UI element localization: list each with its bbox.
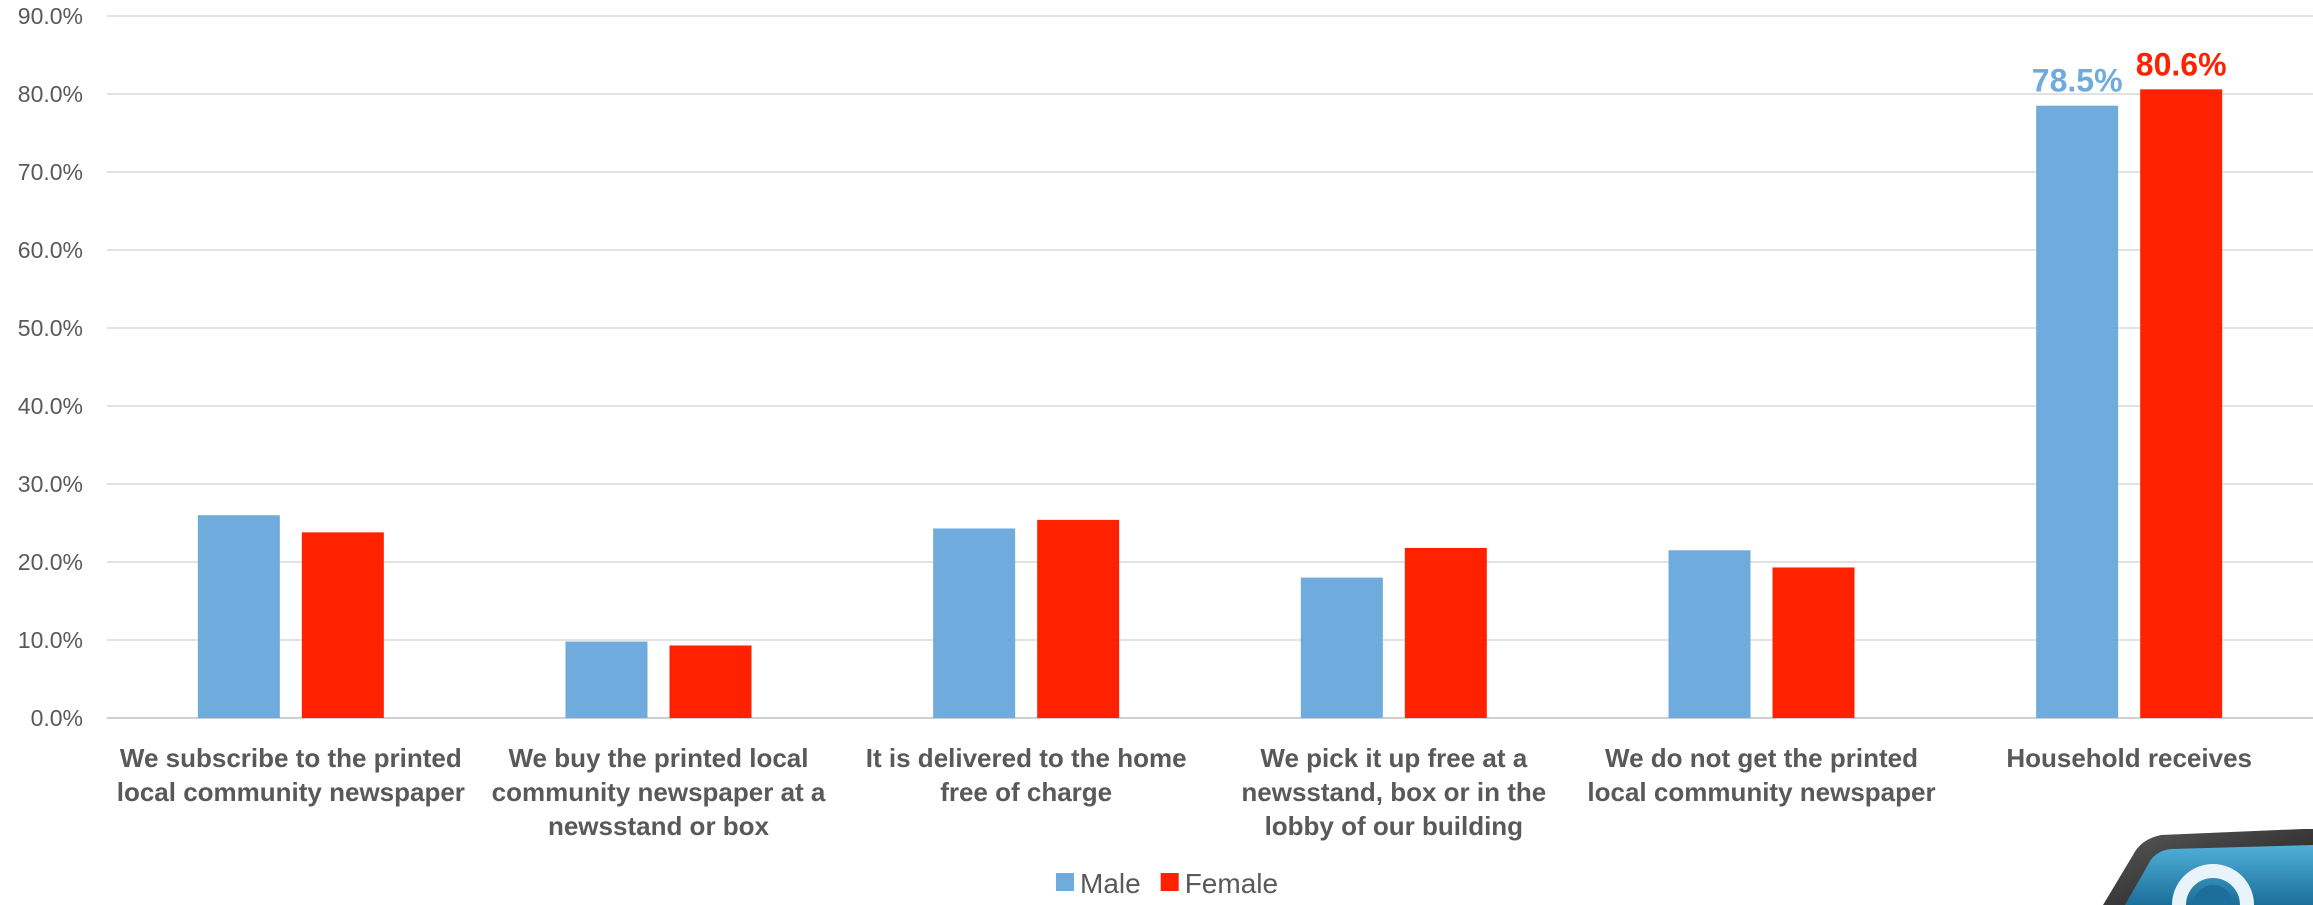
bar-male — [197, 515, 280, 718]
bar-female — [669, 645, 752, 718]
x-tick-label: Household receives — [2006, 743, 2252, 773]
bar-male — [933, 528, 1016, 718]
data-label: 78.5% — [2032, 63, 2123, 99]
legend: Male Female — [1056, 868, 1278, 899]
bar-male — [1668, 550, 1751, 718]
y-tick-label: 40.0% — [18, 393, 83, 419]
x-tick-label: We pick it up free at a newsstand, box or… — [1241, 743, 1546, 841]
x-tick-label: We buy the printed local community newspa… — [492, 743, 826, 841]
bar-male — [2036, 105, 2119, 718]
y-tick-label: 90.0% — [18, 3, 83, 29]
y-tick-label: 70.0% — [18, 159, 83, 185]
y-tick-label: 60.0% — [18, 237, 83, 263]
bar-female — [1037, 519, 1120, 718]
data-label: 80.6% — [2136, 46, 2227, 82]
gridlines — [107, 15, 2313, 719]
magnifier-logo-icon — [2063, 825, 2313, 905]
y-tick-label: 50.0% — [18, 315, 83, 341]
legend-swatch-female — [1160, 873, 1179, 891]
bar-female — [2140, 89, 2223, 718]
bar-male — [565, 641, 648, 718]
y-axis: 0.0% 10.0% 20.0% 30.0% 40.0% 50.0% 60.0% 70.0% 8… — [18, 3, 83, 731]
bar-male — [1300, 577, 1383, 718]
y-tick-label: 10.0% — [18, 627, 83, 653]
bar-female — [1404, 547, 1487, 718]
bar-female — [1772, 567, 1855, 718]
legend-swatch-male — [1056, 873, 1074, 891]
bars — [197, 89, 2223, 718]
x-tick-label: We subscribe to the printed local communi… — [117, 743, 465, 807]
y-tick-label: 30.0% — [18, 471, 83, 497]
legend-label-male: Male — [1080, 868, 1141, 899]
x-tick-label: It is delivered to the home free of charg… — [866, 743, 1187, 807]
x-axis: We subscribe to the printed local communi… — [117, 743, 2252, 841]
x-tick-label: We do not get the printed local community… — [1587, 743, 1935, 807]
data-labels: 78.5% 80.6% — [2032, 46, 2227, 98]
y-tick-label: 20.0% — [18, 549, 83, 575]
bar-female — [301, 532, 384, 718]
y-tick-label: 0.0% — [31, 705, 83, 731]
legend-label-female: Female — [1185, 868, 1278, 899]
y-tick-label: 80.0% — [18, 81, 83, 107]
